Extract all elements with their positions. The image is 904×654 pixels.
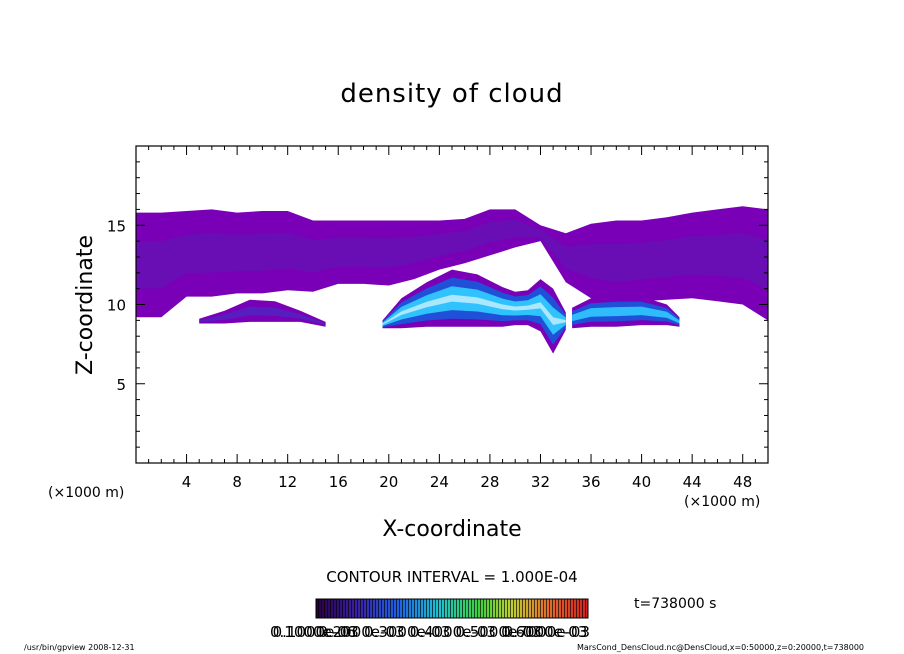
y-tick-labels: 5 10 15 — [107, 217, 126, 394]
contour-interval-label: CONTOUR INTERVAL = 1.000E-04 — [326, 568, 577, 586]
cloud-density-field — [136, 206, 768, 354]
colorbar-label: 0.7000e-03 — [504, 623, 590, 641]
density-level-3 — [382, 286, 566, 335]
x-tick-label: 32 — [531, 473, 550, 491]
x-tick-label: 44 — [683, 473, 702, 491]
y-tick-label: 15 — [107, 217, 126, 235]
x-tick-labels: 4 8 12 16 20 24 28 32 36 40 44 48 — [182, 473, 752, 491]
x-tick-label: 16 — [329, 473, 348, 491]
footer-program: /usr/bin/gpview 2008-12-31 — [24, 643, 135, 652]
region-lower-left-band — [199, 299, 326, 327]
colorbar-labels: 0.1000e-060.1000e-030.2000e-030.3000e-03… — [270, 623, 590, 641]
x-axis-title: X-coordinate — [382, 517, 521, 542]
x-tick-label: 4 — [182, 473, 192, 491]
colorbar-label: 0.3000e-03 — [364, 623, 450, 641]
x-tick-label: 36 — [581, 473, 600, 491]
region-central-arc — [382, 269, 566, 354]
x-tick-label: 24 — [430, 473, 449, 491]
x-tick-label: 28 — [480, 473, 499, 491]
footer-source: MarsCond_DensCloud.nc@DensCloud,x=0:5000… — [577, 643, 864, 652]
y-tick-label: 5 — [116, 376, 126, 394]
density-level-3 — [572, 306, 680, 324]
x-unit-label: (×1000 m) — [684, 494, 760, 510]
y-axis-title: Z-coordinate — [73, 235, 98, 375]
colorbar-label: 0.1000e-06 — [270, 623, 356, 641]
colorbar-stripes — [316, 599, 588, 618]
x-tick-label: 48 — [733, 473, 752, 491]
density-level-2 — [199, 306, 326, 326]
time-label: t=738000 s — [634, 596, 716, 612]
colorbar-label: 0.2000e-03 — [318, 623, 404, 641]
y-tick-label: 10 — [107, 297, 126, 315]
colorbar-label: 0.6000e-03 — [501, 623, 587, 641]
chart-title: density of cloud — [340, 79, 563, 109]
y-unit-label: (×1000 m) — [48, 485, 124, 501]
colorbar-label: 0.1000e-03 — [273, 623, 359, 641]
density-level-4 — [382, 294, 566, 325]
x-tick-label: 12 — [278, 473, 297, 491]
region-right-arc — [572, 296, 680, 329]
colorbar-label: 0.4000e-03 — [410, 623, 496, 641]
plot-area — [136, 206, 768, 354]
region-upper-layer — [136, 206, 768, 321]
colorbar-frame — [315, 598, 589, 619]
density-level-2 — [136, 219, 768, 290]
colorbar — [315, 598, 589, 619]
colorbar-label: 0.5000e-03 — [455, 623, 541, 641]
axis-ticks — [136, 146, 768, 463]
x-tick-label: 8 — [232, 473, 242, 491]
x-tick-label: 40 — [632, 473, 651, 491]
x-tick-label: 20 — [379, 473, 398, 491]
